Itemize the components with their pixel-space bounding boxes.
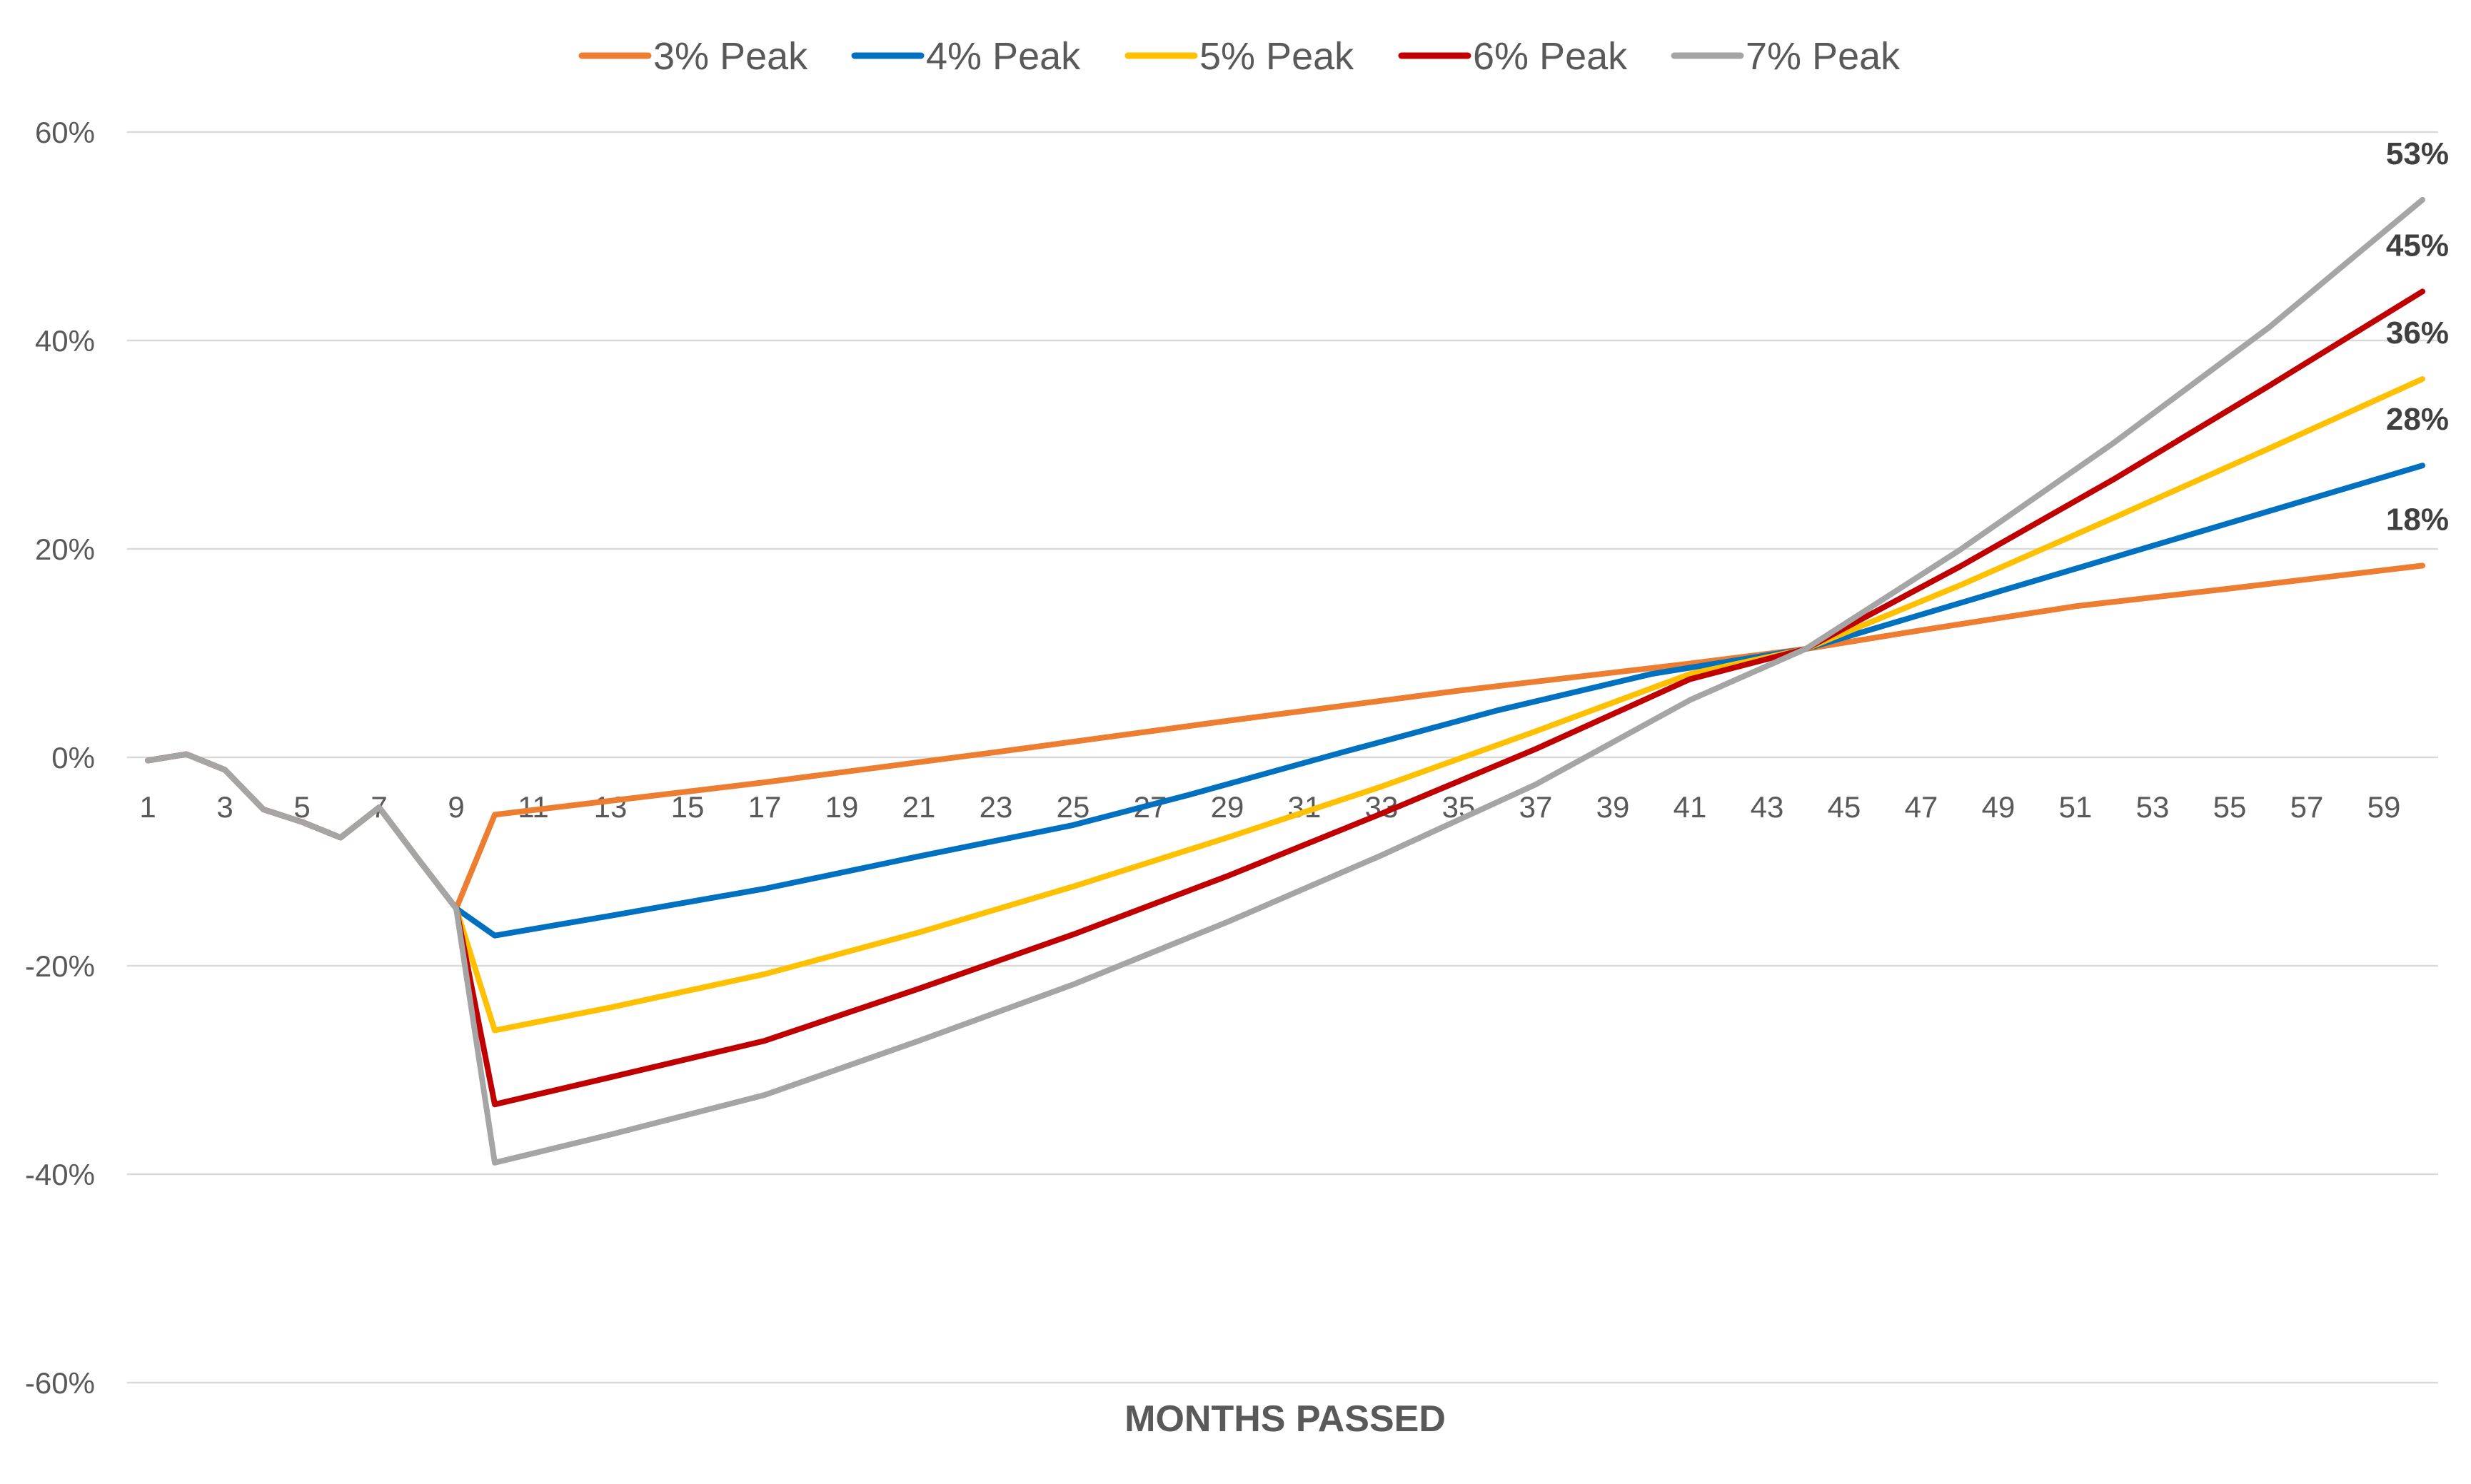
series-line-7-peak [145, 196, 2425, 1166]
series-line-4-peak [145, 463, 2425, 939]
y-tick-label: 60% [35, 116, 95, 149]
x-tick-label: 47 [1905, 790, 1938, 824]
y-tick-label: -40% [25, 1158, 95, 1191]
end-value-labels: 18% 28% 36% 45% 53% [2386, 136, 2449, 537]
end-value-label: 18% [2386, 502, 2449, 537]
end-value-label: 28% [2386, 402, 2449, 437]
y-tick-label: 20% [35, 532, 95, 566]
x-axis-tick-labels: 1 3 5 7 9 11 13 15 17 19 21 23 25 27 29 31 33 35 37 39 41 43 4… [139, 790, 2400, 824]
legend-item: 6% Peak [1398, 35, 1628, 78]
end-value-label: 45% [2386, 228, 2449, 263]
x-tick-label: 25 [1057, 790, 1090, 824]
series-line-6-peak [145, 288, 2425, 1108]
legend-item: 3% Peak [578, 35, 808, 78]
x-tick-label: 57 [2290, 790, 2324, 824]
x-tick-label: 5 [293, 790, 310, 824]
end-value-label: 53% [2386, 136, 2449, 171]
y-tick-label: 0% [51, 741, 95, 774]
gridlines [127, 131, 2438, 1384]
x-tick-label: 21 [902, 790, 936, 824]
series-line-3-peak [145, 562, 2425, 912]
x-tick-label: 29 [1211, 790, 1244, 824]
x-tick-label: 43 [1751, 790, 1784, 824]
x-tick-label: 51 [2059, 790, 2093, 824]
y-axis-tick-labels: 60% 40% 20% 0% -20% -40% -60% [25, 116, 95, 1400]
legend-item: 4% Peak [851, 35, 1081, 78]
legend-label: 4% Peak [926, 35, 1081, 78]
x-tick-label: 55 [2213, 790, 2247, 824]
y-tick-label: -60% [25, 1366, 95, 1400]
end-value-label: 36% [2386, 316, 2449, 350]
x-tick-label: 3 [216, 790, 233, 824]
x-tick-label: 53 [2136, 790, 2170, 824]
x-axis-title: MONTHS PASSED [1124, 1398, 1446, 1440]
x-tick-label: 59 [2367, 790, 2401, 824]
legend: 3% Peak 4% Peak 5% Peak 6% Peak 7% Peak [578, 35, 1901, 78]
legend-label: 6% Peak [1473, 35, 1628, 78]
x-tick-label: 49 [1982, 790, 2015, 824]
legend-label: 7% Peak [1746, 35, 1901, 78]
legend-label: 3% Peak [653, 35, 808, 78]
x-tick-label: 17 [748, 790, 782, 824]
x-tick-label: 1 [139, 790, 156, 824]
y-tick-label: 40% [35, 324, 95, 358]
x-tick-label: 41 [1674, 790, 1707, 824]
x-tick-label: 19 [825, 790, 859, 824]
legend-label: 5% Peak [1199, 35, 1354, 78]
legend-item: 5% Peak [1124, 35, 1354, 78]
x-tick-label: 45 [1828, 790, 1861, 824]
x-tick-label: 39 [1596, 790, 1630, 824]
y-tick-label: -20% [25, 949, 95, 983]
legend-item: 7% Peak [1671, 35, 1901, 78]
x-tick-label: 23 [980, 790, 1013, 824]
x-tick-label: 13 [594, 790, 628, 824]
x-tick-label: 9 [448, 790, 464, 824]
series-lines [145, 196, 2425, 1166]
x-tick-label: 37 [1519, 790, 1553, 824]
